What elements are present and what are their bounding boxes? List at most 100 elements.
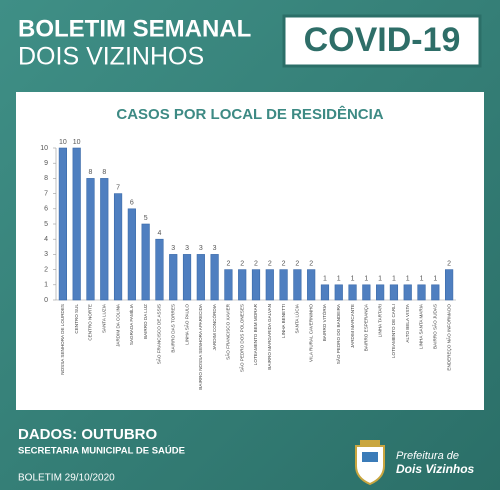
- bar: [72, 147, 81, 301]
- y-tick-label: 7: [44, 190, 48, 197]
- y-tick-label: 2: [44, 266, 48, 273]
- value-label: 1: [378, 276, 382, 283]
- x-tick-label: SANTA LÚCIA: [294, 303, 300, 333]
- y-tick-label: 6: [44, 206, 48, 213]
- x-tick-label: VILA RURAL CAVERNINHO: [308, 304, 313, 362]
- bar: [376, 284, 385, 301]
- chart-title: CASOS POR LOCAL DE RESIDÊNCIA: [116, 105, 383, 123]
- value-label: 8: [102, 169, 106, 176]
- value-label: 2: [282, 260, 286, 267]
- value-label: 8: [89, 169, 93, 176]
- x-tick-label: CENTRO NORTE: [88, 304, 93, 341]
- value-label: 5: [144, 215, 148, 222]
- bar: [196, 254, 205, 301]
- x-tick-label: SÃO FRANCISCO XAVIER: [225, 303, 231, 359]
- logo-line1: Prefeitura de: [396, 450, 459, 462]
- x-tick-label: SANTA LUZIA: [101, 303, 106, 333]
- value-label: 3: [171, 245, 175, 252]
- bar: [224, 269, 233, 301]
- footer-boletim: BOLETIM 29/10/2020: [18, 473, 115, 484]
- x-tick-label: BAIRRO NOSSA SENHORA APARECIDA: [198, 303, 203, 390]
- value-label: 1: [364, 276, 368, 283]
- x-tick-label: BAIRRO MARGARIDA GALVAN: [267, 304, 272, 370]
- value-label: 2: [447, 260, 451, 267]
- bar: [279, 269, 288, 301]
- footer-data: DADOS: OUTUBRO: [18, 426, 157, 443]
- value-label: 2: [268, 260, 272, 267]
- x-tick-label: BAIRRO DA LUZ: [143, 304, 148, 339]
- value-label: 1: [323, 276, 327, 283]
- value-label: 2: [226, 260, 230, 267]
- bar: [320, 284, 330, 301]
- x-tick-label: BAIRRO SÃO JUDAS: [432, 304, 438, 349]
- bar: [265, 269, 274, 301]
- bar: [307, 269, 316, 301]
- value-label: 10: [73, 139, 81, 146]
- y-tick-label: 4: [44, 236, 48, 243]
- plot: 0 1 2 3 4 5 6 7 8 9 10 10 NOSSA SENHORA DE LOURDES 10…: [40, 139, 456, 390]
- bar: [86, 178, 95, 301]
- y-tick-label: 5: [44, 221, 48, 228]
- bar: [182, 254, 192, 301]
- value-label: 3: [185, 245, 189, 252]
- x-tick-label: JARDIM CONCÓRDIA: [211, 303, 217, 350]
- y-tick-label: 0: [44, 297, 48, 304]
- chart-panel: [16, 92, 484, 410]
- bar: [210, 254, 219, 301]
- x-tick-label: CENTRO SUL: [74, 304, 79, 334]
- bar: [113, 193, 123, 301]
- x-tick-label: LOTEAMENTO BEM MORAR: [253, 303, 258, 365]
- y-tick-label: 9: [44, 160, 48, 167]
- value-label: 2: [309, 260, 313, 267]
- badge-box: [282, 14, 482, 68]
- value-label: 3: [199, 245, 203, 252]
- value-label: 3: [213, 245, 217, 252]
- footer-secretaria: SECRETARIA MUNICIPAL DE SAÚDE: [18, 445, 185, 457]
- logo-line2: Dois Vizinhos: [396, 462, 475, 476]
- x-tick-label: SÃO PEDRO DO BANDEIRA: [335, 303, 341, 364]
- badge: COVID-19: [304, 21, 461, 59]
- bar: [389, 284, 399, 301]
- value-label: 1: [392, 276, 396, 283]
- x-tick-label: BAIRRO ESPERANÇA: [364, 303, 369, 351]
- bar: [334, 284, 343, 301]
- header-line2: DOIS VIZINHOS: [18, 43, 204, 71]
- bar: [141, 223, 150, 301]
- bar: [348, 284, 357, 301]
- x-tick-label: LINHA SANTA MARIA: [419, 303, 424, 349]
- bar: [403, 284, 412, 301]
- bar: [238, 269, 247, 301]
- x-tick-label: LINHA BENETTI: [281, 304, 286, 338]
- value-label: 1: [433, 276, 437, 283]
- x-tick-label: LINHA TARTARI: [377, 304, 382, 337]
- bar: [58, 147, 67, 301]
- value-label: 6: [130, 200, 134, 207]
- x-tick-label: SÃO FRANCISCO DE ASSIS: [156, 304, 162, 364]
- value-label: 1: [351, 276, 355, 283]
- bar: [100, 178, 109, 301]
- x-tick-label: JARDIM MARCANTE: [350, 304, 355, 348]
- bar: [431, 284, 440, 301]
- bar: [417, 284, 426, 301]
- x-tick-label: NOSSA SENHORA DE LOURDES: [60, 304, 65, 375]
- value-label: 10: [59, 139, 67, 146]
- value-label: 1: [406, 276, 410, 283]
- y-tick-label: 1: [44, 282, 48, 289]
- value-label: 1: [420, 276, 424, 283]
- bar: [293, 269, 302, 301]
- value-label: 4: [157, 230, 161, 237]
- x-tick-label: JARDIM DA COLINA: [115, 303, 120, 347]
- bar: [445, 269, 454, 301]
- bar: [169, 254, 178, 301]
- value-label: 2: [254, 260, 258, 267]
- x-tick-label: LINHA SÃO PAULO: [183, 304, 189, 345]
- x-tick-label: BAIRRO VITÓRIA: [321, 303, 327, 341]
- bar: [362, 284, 371, 301]
- x-tick-label: SAGRADA FAMÍLIA: [128, 303, 134, 345]
- value-label: 7: [116, 184, 120, 191]
- y-tick-label: 10: [40, 145, 48, 152]
- bar: [251, 269, 261, 301]
- y-tick-label: 3: [44, 251, 48, 258]
- value-label: 1: [337, 276, 341, 283]
